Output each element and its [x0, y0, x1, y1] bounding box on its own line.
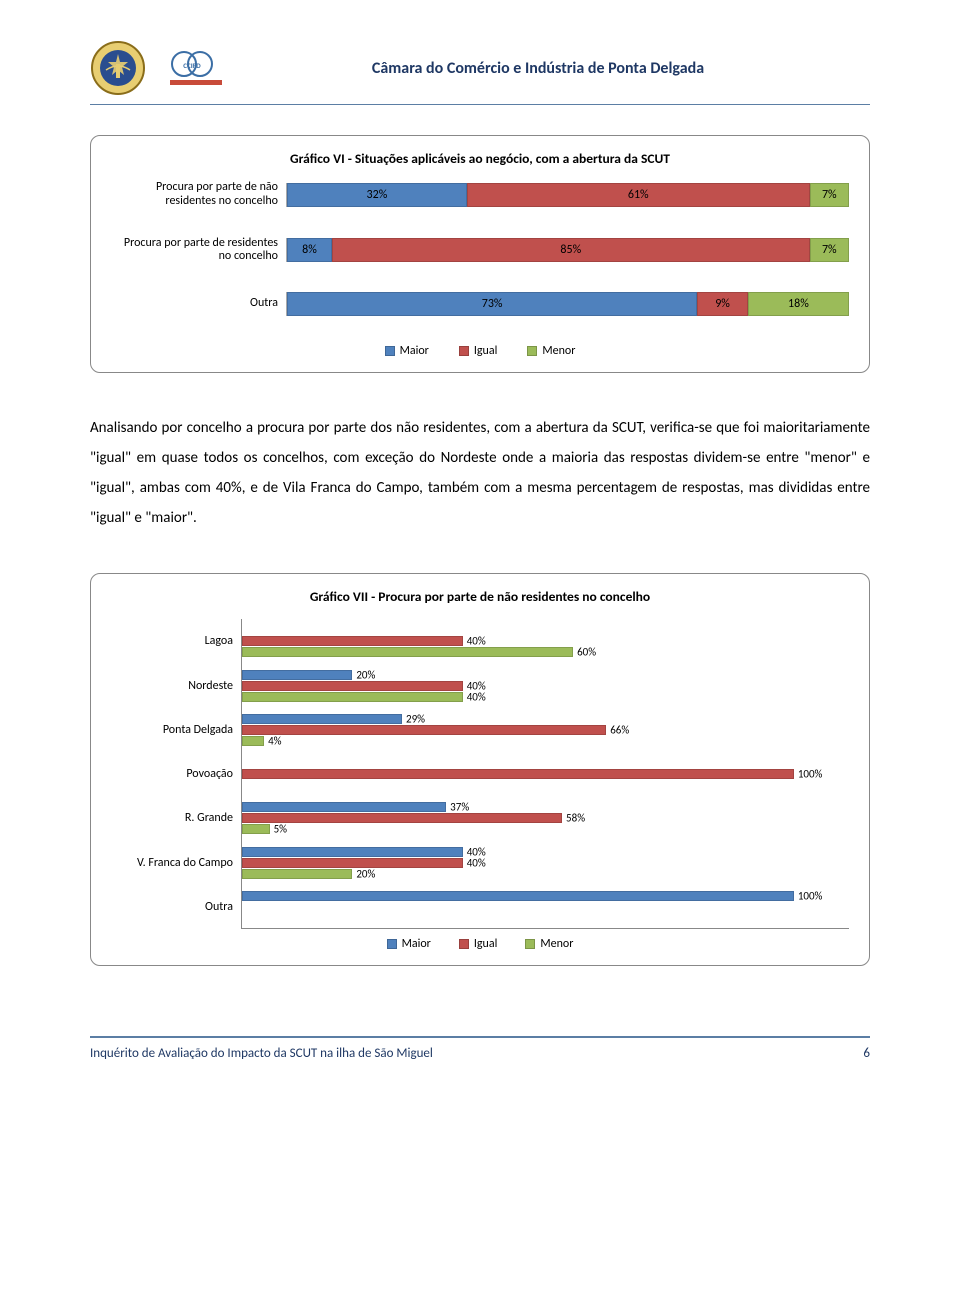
chart-vii-bar-igual — [242, 769, 794, 779]
chart-vi-row: Procura por parte de residentes no conce… — [111, 237, 849, 265]
chart-vii-category-label: Lagoa — [205, 634, 233, 648]
chart-vii-value-label: 40% — [467, 635, 486, 648]
legend-swatch-igual — [459, 346, 469, 356]
chart-vii-value-label: 29% — [406, 712, 425, 725]
chart-vii-bar-menor — [242, 736, 264, 746]
chart-vii-value-label: 100% — [798, 768, 823, 781]
chart-vii-value-label: 5% — [274, 823, 287, 836]
chart-vi-row-label: Procura por parte de residentes no conce… — [111, 237, 286, 265]
legend-label: Igual — [474, 344, 497, 358]
chart-vii-bar-maior — [242, 847, 463, 857]
legend-label: Igual — [474, 937, 497, 951]
chart-vi: Gráfico VI - Situações aplicáveis ao neg… — [90, 135, 870, 373]
chart-vii-bar-menor — [242, 869, 352, 879]
chart-vii-value-label: 20% — [356, 668, 375, 681]
chart-vi-row-label: Outra — [111, 297, 286, 311]
legend-label: Menor — [540, 937, 573, 951]
bar-segment-igual: 61% — [467, 183, 810, 207]
legend-swatch-menor — [527, 346, 537, 356]
footer-text: Inquérito de Avaliação do Impacto da SCU… — [90, 1046, 433, 1061]
bar-segment-igual: 9% — [697, 292, 748, 316]
bar-segment-maior: 32% — [287, 183, 467, 207]
chart-vii-category-label: Nordeste — [188, 679, 233, 693]
legend-swatch-igual — [459, 939, 469, 949]
chart-vii-category-label: R. Grande — [185, 811, 233, 825]
bar-segment-menor: 7% — [810, 238, 849, 262]
chart-vii-plot: 40%60%20%40%40%29%66%4%100%37%58%5%40%40… — [241, 619, 849, 929]
chart-vii-title: Gráfico VII - Procura por parte de não r… — [111, 588, 849, 605]
chart-vi-bar: 73%9%18% — [286, 292, 849, 316]
bar-segment-menor: 18% — [748, 292, 849, 316]
bar-segment-maior: 73% — [287, 292, 697, 316]
chart-vii-value-label: 4% — [268, 734, 281, 747]
chart-vii-category-label: Outra — [205, 900, 233, 914]
legend-label: Maior — [400, 344, 429, 358]
chart-vii: Gráfico VII - Procura por parte de não r… — [90, 573, 870, 966]
chart-vii-value-label: 66% — [610, 723, 629, 736]
chart-vii-bar-menor — [242, 647, 573, 657]
chart-vi-bar: 32%61%7% — [286, 183, 849, 207]
legend-swatch-maior — [387, 939, 397, 949]
header-title: Câmara do Comércio e Indústria de Ponta … — [246, 59, 870, 78]
chart-vii-bar-maior — [242, 802, 446, 812]
chart-vii-bar-igual — [242, 636, 463, 646]
logo-partner-icon: CCIPD — [166, 48, 226, 88]
page-header: CCIPD Câmara do Comércio e Indústria de … — [90, 40, 870, 105]
chart-vii-legend: Maior Igual Menor — [111, 937, 849, 951]
chart-vii-bar-igual — [242, 681, 463, 691]
chart-vi-row: Procura por parte de não residentes no c… — [111, 181, 849, 209]
page-footer: Inquérito de Avaliação do Impacto da SCU… — [90, 1046, 870, 1061]
chart-vii-category-label: Povoação — [186, 767, 233, 781]
legend-label: Menor — [542, 344, 575, 358]
chart-vii-value-label: 20% — [356, 867, 375, 880]
chart-vii-value-label: 100% — [798, 890, 823, 903]
bar-segment-menor: 7% — [810, 183, 849, 207]
chart-vii-value-label: 58% — [566, 812, 585, 825]
chart-vii-bar-menor — [242, 824, 270, 834]
chart-vii-bar-igual — [242, 725, 606, 735]
chart-vii-bar-maior — [242, 714, 402, 724]
svg-text:CCIPD: CCIPD — [183, 61, 201, 70]
chart-vii-bar-igual — [242, 813, 562, 823]
chart-vii-value-label: 37% — [450, 801, 469, 814]
chart-vii-bar-maior — [242, 670, 352, 680]
legend-swatch-menor — [525, 939, 535, 949]
chart-vii-category-label: Ponta Delgada — [163, 723, 233, 737]
analysis-paragraph: Analisando por concelho a procura por pa… — [90, 413, 870, 533]
legend-swatch-maior — [385, 346, 395, 356]
chart-vi-legend: Maior Igual Menor — [111, 344, 849, 358]
chart-vi-row: Outra73%9%18% — [111, 292, 849, 316]
chart-vii-value-label: 40% — [467, 690, 486, 703]
chart-vi-bar: 8%85%7% — [286, 238, 849, 262]
bar-segment-igual: 85% — [332, 238, 810, 262]
chart-vii-value-label: 40% — [467, 856, 486, 869]
footer-rule — [90, 1036, 870, 1038]
page-number: 6 — [863, 1046, 870, 1061]
chart-vii-bar-maior — [242, 891, 794, 901]
legend-label: Maior — [402, 937, 431, 951]
chart-vii-bar-igual — [242, 858, 463, 868]
chart-vii-bar-menor — [242, 692, 463, 702]
bar-segment-maior: 8% — [287, 238, 332, 262]
chart-vi-row-label: Procura por parte de não residentes no c… — [111, 181, 286, 209]
chart-vii-value-label: 60% — [577, 646, 596, 659]
chart-vii-category-label: V. Franca do Campo — [137, 856, 233, 870]
chart-vi-title: Gráfico VI - Situações aplicáveis ao neg… — [111, 150, 849, 167]
logo-chamber-icon — [90, 40, 146, 96]
